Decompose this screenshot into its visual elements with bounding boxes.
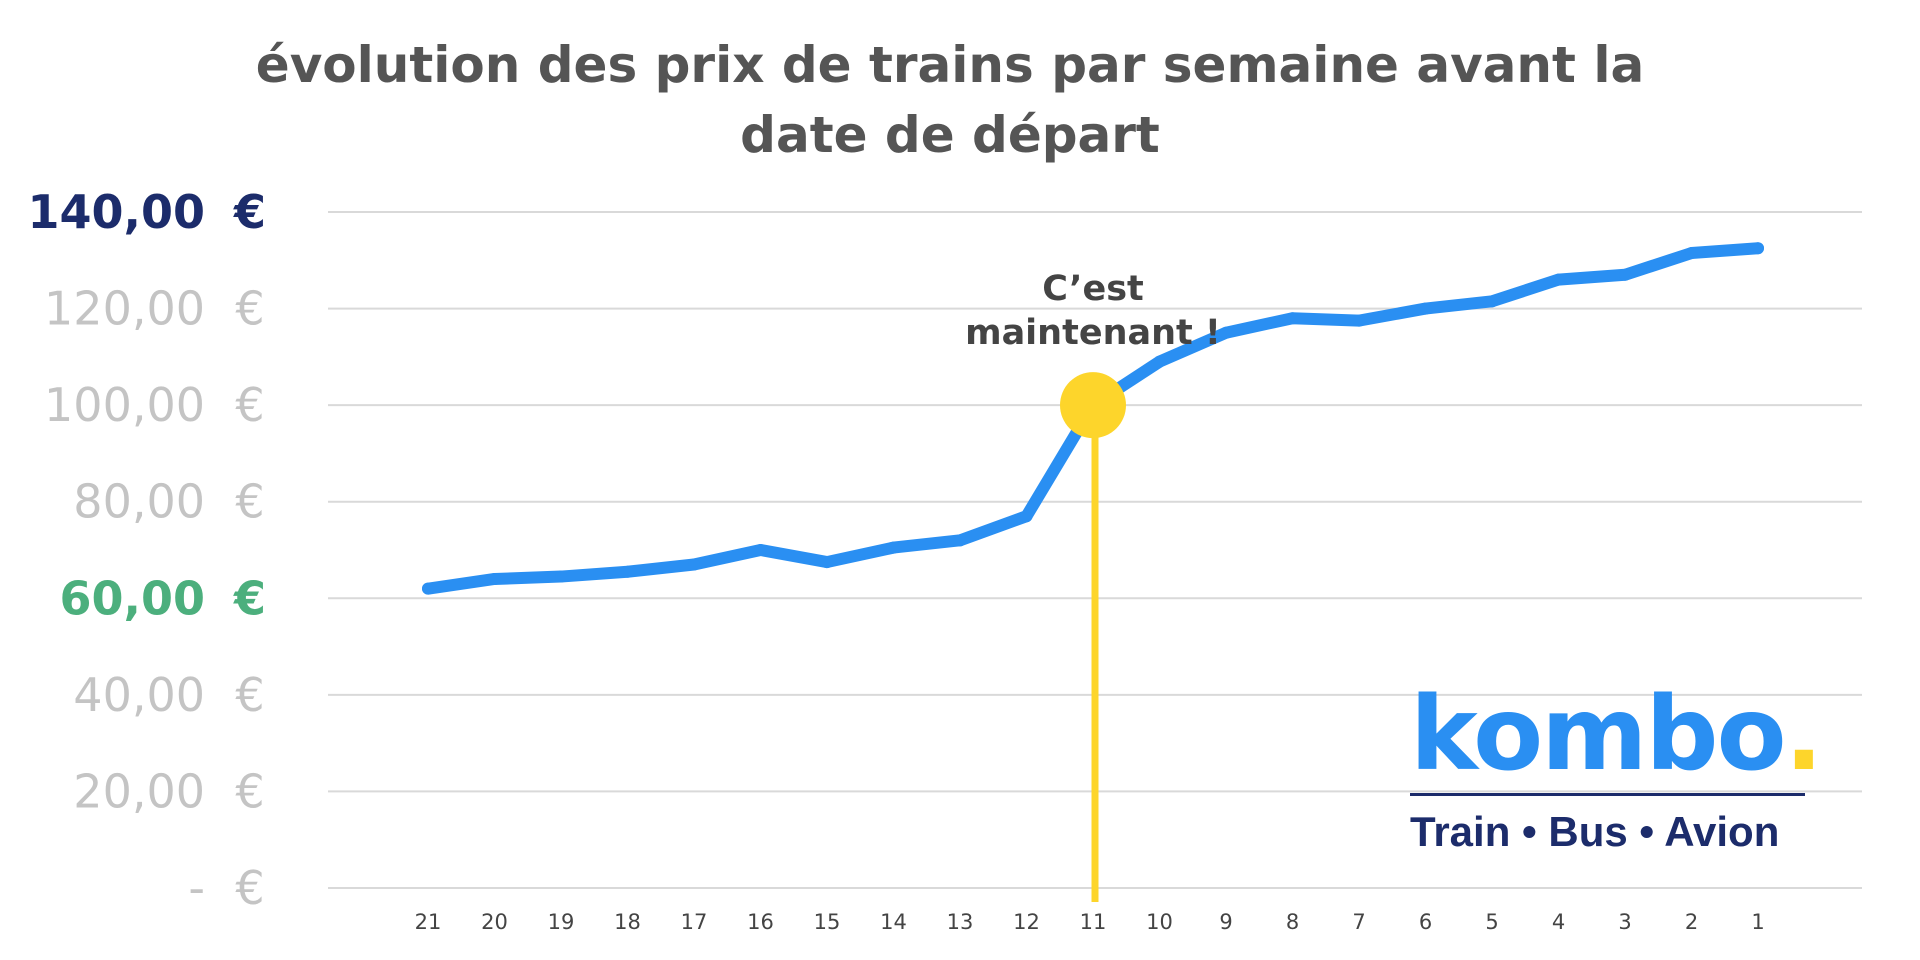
data-point — [488, 572, 501, 585]
x-tick-label: 5 — [1485, 910, 1498, 934]
y-tick-currency: € — [235, 378, 264, 432]
x-tick-label: 18 — [614, 910, 641, 934]
x-tick-label: 11 — [1080, 910, 1107, 934]
data-point — [754, 544, 767, 556]
x-tick-label: 6 — [1419, 910, 1432, 934]
x-tick-label: 7 — [1352, 910, 1365, 934]
chart-title-line-2: date de départ — [740, 106, 1160, 164]
y-tick-currency: € — [233, 185, 266, 239]
data-point — [1619, 268, 1631, 281]
y-tick-label: 80,00 — [73, 475, 205, 529]
y-tick-currency: € — [235, 668, 264, 722]
y-tick-currency: € — [235, 282, 264, 336]
x-tick-label: 8 — [1286, 910, 1299, 934]
data-point — [688, 558, 700, 571]
x-tick-label: 1 — [1751, 910, 1764, 934]
x-tick-label: 4 — [1552, 910, 1565, 934]
x-tick-label: 3 — [1618, 910, 1631, 934]
x-tick-label: 10 — [1146, 910, 1173, 934]
highlight-marker-group — [1060, 372, 1126, 439]
logo-dot: . — [1784, 675, 1824, 794]
y-tick-label: 100,00 — [44, 378, 205, 432]
data-point — [1752, 242, 1764, 255]
x-tick-label: 9 — [1219, 910, 1232, 934]
y-tick-currency: € — [235, 861, 264, 915]
x-tick-label: 2 — [1685, 910, 1698, 934]
logo-word-text: kombo — [1410, 675, 1787, 794]
data-point — [1286, 312, 1299, 325]
data-point — [1552, 273, 1565, 286]
y-axis-tick-labels: 140,00 €120,00 €100,00 €80,00 €60,00 €40,00 €2… — [27, 185, 266, 915]
chart-title: évolution des prix de trains par semaine… — [200, 30, 1700, 170]
data-point — [621, 565, 634, 578]
logo-wordmark: kombo. — [1410, 684, 1823, 786]
kombo-logo: kombo. Train • Bus • Avion — [1410, 684, 1823, 856]
data-point — [1486, 295, 1498, 308]
x-tick-label: 14 — [880, 910, 907, 934]
x-axis-tick-labels: 21 20 19 18 17 16 15 14 13 12 11 10 9 8 7 6 5 4 3 2 1 — [415, 910, 1765, 934]
y-tick-currency: € — [235, 475, 264, 529]
logo-tagline: Train • Bus • Avion — [1410, 808, 1780, 855]
x-tick-label: 17 — [681, 910, 708, 934]
chart-title-line-1: évolution des prix de trains par semaine… — [255, 36, 1645, 94]
y-tick-label: - — [188, 861, 205, 915]
x-tick-label: 15 — [814, 910, 841, 934]
data-point — [422, 582, 434, 595]
data-point — [887, 541, 900, 554]
x-tick-label: 16 — [747, 910, 774, 934]
y-tick-label: 60,00 — [59, 571, 205, 625]
data-point — [555, 570, 567, 583]
highlight-marker — [1060, 372, 1126, 439]
data-point — [1685, 247, 1698, 260]
y-tick-currency: € — [235, 764, 264, 818]
data-point — [1419, 302, 1432, 315]
annotation-text: C’est — [1042, 269, 1144, 309]
data-point — [1020, 510, 1033, 523]
x-tick-label: 19 — [548, 910, 575, 934]
x-tick-label: 20 — [481, 910, 508, 934]
x-tick-label: 13 — [947, 910, 974, 934]
y-tick-label: 40,00 — [73, 668, 205, 722]
data-point — [821, 556, 833, 569]
data-point — [1153, 355, 1166, 368]
x-tick-label: 21 — [415, 910, 442, 934]
annotation-text: maintenant ! — [965, 313, 1221, 353]
y-tick-label: 20,00 — [73, 764, 205, 818]
y-tick-currency: € — [233, 571, 266, 625]
y-tick-label: 120,00 — [44, 282, 205, 336]
logo-divider — [1410, 793, 1805, 796]
data-point — [1353, 314, 1365, 327]
data-point — [954, 534, 966, 547]
x-tick-label: 12 — [1013, 910, 1040, 934]
y-tick-label: 140,00 — [27, 185, 205, 239]
data-point — [1220, 326, 1232, 339]
